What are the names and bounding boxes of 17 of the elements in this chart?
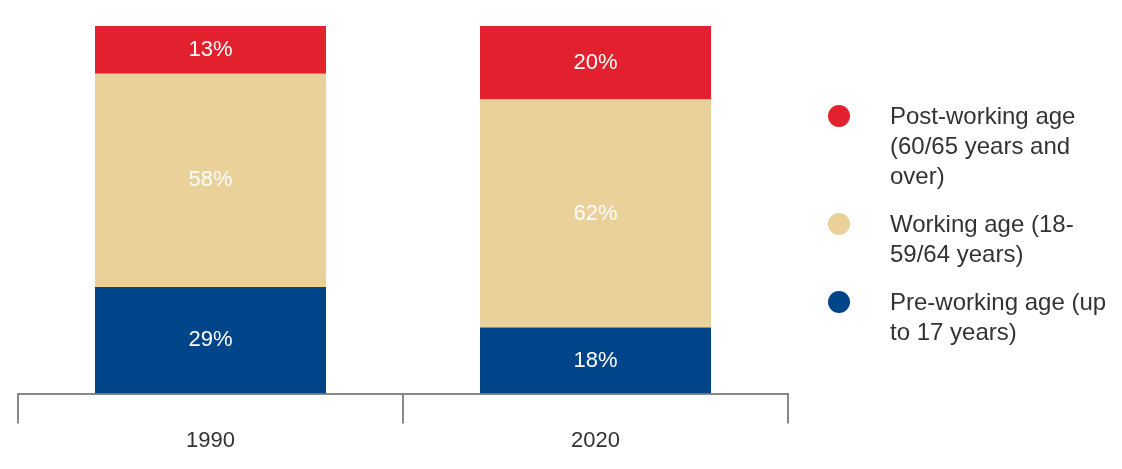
data-label: 29%: [188, 326, 233, 352]
data-label: 20%: [573, 48, 618, 74]
bar: [480, 327, 711, 394]
bar: [95, 73, 326, 287]
data-label: 18%: [573, 346, 618, 372]
bar: [480, 26, 711, 100]
data-label: 62%: [573, 199, 618, 225]
legend-label: Working age (18-59/64 years): [890, 209, 1075, 269]
bar: [95, 26, 326, 74]
legend-label: Pre-working age (up to 17 years): [890, 287, 1108, 347]
data-label: 13%: [188, 35, 233, 61]
bar: [480, 99, 711, 328]
bar: [95, 287, 326, 394]
legend-label: Post-working age (60/65 years and over): [890, 101, 1077, 191]
data-label: 58%: [188, 166, 233, 192]
x-tick-label: 1990: [186, 426, 235, 452]
x-tick-label: 2020: [571, 426, 620, 452]
